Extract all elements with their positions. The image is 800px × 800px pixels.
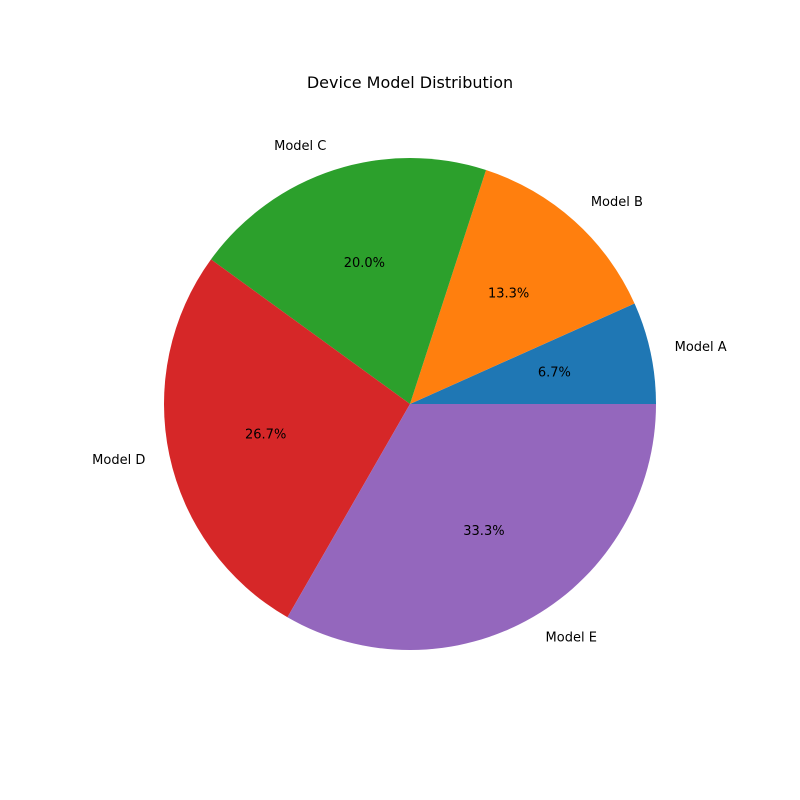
slice-label-model-a: Model A [675,340,727,355]
pct-label-model-b: 13.3% [488,287,529,302]
slice-label-model-c: Model C [274,139,326,154]
slice-label-model-b: Model B [591,195,643,210]
slice-label-model-d: Model D [92,453,145,468]
pct-label-model-d: 26.7% [245,427,286,442]
chart-title: Device Model Distribution [307,73,513,92]
slices-layer [163,157,656,650]
pie-slice-model-c [210,157,487,404]
pct-label-model-c: 20.0% [344,256,385,271]
labels-layer: Model A 6.7% Model B 13.3% Model C 20.0% Model… [92,139,727,646]
pie-slice-model-a [410,303,656,404]
pie-slice-model-e [287,404,656,650]
pie-slice-model-b [410,170,635,404]
slice-label-model-e: Model E [546,631,597,646]
pie-slice-model-d [163,259,410,618]
pct-label-model-a: 6.7% [538,366,571,381]
pct-label-model-e: 33.3% [463,524,504,539]
